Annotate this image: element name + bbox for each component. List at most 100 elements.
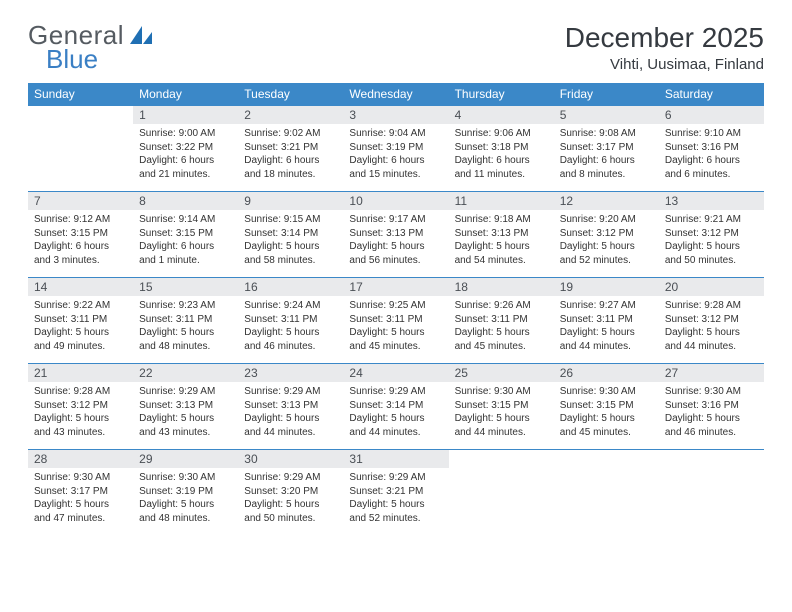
sunrise-text: Sunrise: 9:24 AM — [244, 299, 337, 313]
sunrise-text: Sunrise: 9:23 AM — [139, 299, 232, 313]
weekday-header-row: Sunday Monday Tuesday Wednesday Thursday… — [28, 83, 764, 106]
sunset-text: Sunset: 3:13 PM — [455, 227, 548, 241]
weekday-header: Friday — [554, 83, 659, 106]
daylight-text: Daylight: 5 hours and 50 minutes. — [244, 498, 337, 525]
day-number: 30 — [238, 450, 343, 468]
calendar-week-row: 28Sunrise: 9:30 AMSunset: 3:17 PMDayligh… — [28, 450, 764, 536]
daylight-text: Daylight: 5 hours and 52 minutes. — [349, 498, 442, 525]
calendar-week-row: 14Sunrise: 9:22 AMSunset: 3:11 PMDayligh… — [28, 278, 764, 364]
day-details: Sunrise: 9:26 AMSunset: 3:11 PMDaylight:… — [449, 296, 554, 357]
calendar-week-row: 7Sunrise: 9:12 AMSunset: 3:15 PMDaylight… — [28, 192, 764, 278]
sunrise-text: Sunrise: 9:06 AM — [455, 127, 548, 141]
calendar-day-cell: 8Sunrise: 9:14 AMSunset: 3:15 PMDaylight… — [133, 192, 238, 278]
location-label: Vihti, Uusimaa, Finland — [565, 56, 764, 73]
calendar-day-cell: 15Sunrise: 9:23 AMSunset: 3:11 PMDayligh… — [133, 278, 238, 364]
day-number: 22 — [133, 364, 238, 382]
sunset-text: Sunset: 3:13 PM — [349, 227, 442, 241]
sunset-text: Sunset: 3:16 PM — [665, 141, 758, 155]
calendar-day-cell: 7Sunrise: 9:12 AMSunset: 3:15 PMDaylight… — [28, 192, 133, 278]
sunset-text: Sunset: 3:15 PM — [139, 227, 232, 241]
sunset-text: Sunset: 3:22 PM — [139, 141, 232, 155]
calendar-day-cell: 1Sunrise: 9:00 AMSunset: 3:22 PMDaylight… — [133, 106, 238, 192]
calendar-table: Sunday Monday Tuesday Wednesday Thursday… — [28, 83, 764, 536]
day-details: Sunrise: 9:29 AMSunset: 3:14 PMDaylight:… — [343, 382, 448, 443]
day-number: 24 — [343, 364, 448, 382]
calendar-day-cell: 21Sunrise: 9:28 AMSunset: 3:12 PMDayligh… — [28, 364, 133, 450]
daylight-text: Daylight: 6 hours and 15 minutes. — [349, 154, 442, 181]
daylight-text: Daylight: 5 hours and 46 minutes. — [665, 412, 758, 439]
day-number: 1 — [133, 106, 238, 124]
calendar-day-cell: 5Sunrise: 9:08 AMSunset: 3:17 PMDaylight… — [554, 106, 659, 192]
calendar-day-cell: 18Sunrise: 9:26 AMSunset: 3:11 PMDayligh… — [449, 278, 554, 364]
day-number: 27 — [659, 364, 764, 382]
day-details: Sunrise: 9:27 AMSunset: 3:11 PMDaylight:… — [554, 296, 659, 357]
day-number: 21 — [28, 364, 133, 382]
daylight-text: Daylight: 5 hours and 46 minutes. — [244, 326, 337, 353]
month-title: December 2025 — [565, 22, 764, 54]
daylight-text: Daylight: 5 hours and 44 minutes. — [455, 412, 548, 439]
day-number: 16 — [238, 278, 343, 296]
daylight-text: Daylight: 5 hours and 54 minutes. — [455, 240, 548, 267]
sunset-text: Sunset: 3:12 PM — [665, 227, 758, 241]
daylight-text: Daylight: 5 hours and 44 minutes. — [560, 326, 653, 353]
calendar-week-row: 1Sunrise: 9:00 AMSunset: 3:22 PMDaylight… — [28, 106, 764, 192]
day-details: Sunrise: 9:22 AMSunset: 3:11 PMDaylight:… — [28, 296, 133, 357]
day-number: 29 — [133, 450, 238, 468]
sunset-text: Sunset: 3:19 PM — [349, 141, 442, 155]
weekday-header: Thursday — [449, 83, 554, 106]
calendar-day-cell: 23Sunrise: 9:29 AMSunset: 3:13 PMDayligh… — [238, 364, 343, 450]
calendar-day-cell: 27Sunrise: 9:30 AMSunset: 3:16 PMDayligh… — [659, 364, 764, 450]
sunrise-text: Sunrise: 9:29 AM — [244, 471, 337, 485]
day-details: Sunrise: 9:30 AMSunset: 3:16 PMDaylight:… — [659, 382, 764, 443]
sunset-text: Sunset: 3:11 PM — [560, 313, 653, 327]
day-number: 17 — [343, 278, 448, 296]
daylight-text: Daylight: 5 hours and 44 minutes. — [665, 326, 758, 353]
day-number: 18 — [449, 278, 554, 296]
sunrise-text: Sunrise: 9:28 AM — [34, 385, 127, 399]
calendar-day-cell: 12Sunrise: 9:20 AMSunset: 3:12 PMDayligh… — [554, 192, 659, 278]
sunset-text: Sunset: 3:11 PM — [34, 313, 127, 327]
day-details: Sunrise: 9:28 AMSunset: 3:12 PMDaylight:… — [28, 382, 133, 443]
calendar-day-cell: 17Sunrise: 9:25 AMSunset: 3:11 PMDayligh… — [343, 278, 448, 364]
day-details: Sunrise: 9:08 AMSunset: 3:17 PMDaylight:… — [554, 124, 659, 185]
sunset-text: Sunset: 3:12 PM — [34, 399, 127, 413]
day-number: 12 — [554, 192, 659, 210]
weekday-header: Monday — [133, 83, 238, 106]
day-number: 25 — [449, 364, 554, 382]
day-number: 19 — [554, 278, 659, 296]
day-number: 9 — [238, 192, 343, 210]
weekday-header: Saturday — [659, 83, 764, 106]
sunrise-text: Sunrise: 9:15 AM — [244, 213, 337, 227]
daylight-text: Daylight: 6 hours and 21 minutes. — [139, 154, 232, 181]
day-details: Sunrise: 9:30 AMSunset: 3:17 PMDaylight:… — [28, 468, 133, 529]
sunrise-text: Sunrise: 9:02 AM — [244, 127, 337, 141]
day-details: Sunrise: 9:28 AMSunset: 3:12 PMDaylight:… — [659, 296, 764, 357]
day-number: 8 — [133, 192, 238, 210]
sunset-text: Sunset: 3:15 PM — [455, 399, 548, 413]
sunset-text: Sunset: 3:21 PM — [244, 141, 337, 155]
daylight-text: Daylight: 5 hours and 49 minutes. — [34, 326, 127, 353]
sunrise-text: Sunrise: 9:27 AM — [560, 299, 653, 313]
day-number: 31 — [343, 450, 448, 468]
sunrise-text: Sunrise: 9:28 AM — [665, 299, 758, 313]
weekday-header: Tuesday — [238, 83, 343, 106]
sunrise-text: Sunrise: 9:08 AM — [560, 127, 653, 141]
sunrise-text: Sunrise: 9:25 AM — [349, 299, 442, 313]
calendar-day-cell: 9Sunrise: 9:15 AMSunset: 3:14 PMDaylight… — [238, 192, 343, 278]
daylight-text: Daylight: 6 hours and 18 minutes. — [244, 154, 337, 181]
sunrise-text: Sunrise: 9:14 AM — [139, 213, 232, 227]
calendar-day-cell: 14Sunrise: 9:22 AMSunset: 3:11 PMDayligh… — [28, 278, 133, 364]
calendar-week-row: 21Sunrise: 9:28 AMSunset: 3:12 PMDayligh… — [28, 364, 764, 450]
day-details: Sunrise: 9:30 AMSunset: 3:15 PMDaylight:… — [554, 382, 659, 443]
calendar-day-cell: 3Sunrise: 9:04 AMSunset: 3:19 PMDaylight… — [343, 106, 448, 192]
day-number: 15 — [133, 278, 238, 296]
calendar-day-cell: 25Sunrise: 9:30 AMSunset: 3:15 PMDayligh… — [449, 364, 554, 450]
day-number: 4 — [449, 106, 554, 124]
day-details: Sunrise: 9:15 AMSunset: 3:14 PMDaylight:… — [238, 210, 343, 271]
daylight-text: Daylight: 5 hours and 45 minutes. — [560, 412, 653, 439]
day-number: 14 — [28, 278, 133, 296]
day-details: Sunrise: 9:23 AMSunset: 3:11 PMDaylight:… — [133, 296, 238, 357]
day-details: Sunrise: 9:00 AMSunset: 3:22 PMDaylight:… — [133, 124, 238, 185]
daylight-text: Daylight: 5 hours and 52 minutes. — [560, 240, 653, 267]
sunset-text: Sunset: 3:17 PM — [560, 141, 653, 155]
